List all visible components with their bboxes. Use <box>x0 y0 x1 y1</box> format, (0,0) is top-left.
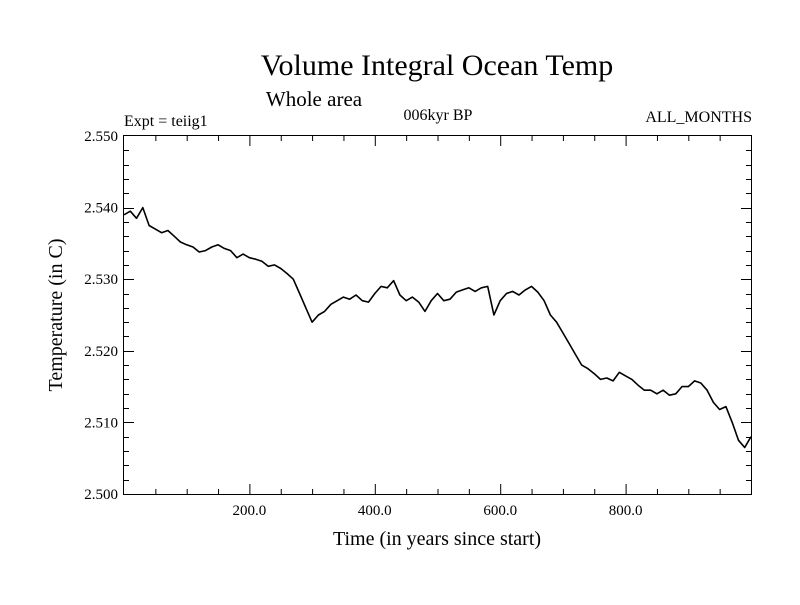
period-label: 006kyr BP <box>404 107 473 124</box>
temperature-series-line <box>123 206 752 449</box>
axis-ticks <box>124 136 751 494</box>
months-label: ALL_MONTHS <box>645 109 752 126</box>
y-tick-label: 2.520 <box>84 344 118 360</box>
chart-subtitle: Whole area <box>266 87 363 111</box>
y-axis-label: Temperature (in C) <box>45 239 67 392</box>
chart-title: Volume Integral Ocean Temp <box>261 49 614 82</box>
x-tick-label: 600.0 <box>483 503 517 519</box>
y-tick-label: 2.530 <box>84 272 118 288</box>
experiment-label: Expt = teiig1 <box>124 113 208 130</box>
series-layer <box>123 206 752 449</box>
plot-frame <box>123 135 752 495</box>
y-tick-label: 2.510 <box>84 415 118 431</box>
x-tick-label: 800.0 <box>609 503 643 519</box>
x-axis-label: Time (in years since start) <box>333 528 541 550</box>
y-tick-label: 2.500 <box>84 487 118 503</box>
axis-tick-labels: 200.0 400.0 600.0 800.0 2.500 2.510 2.520 2.530… <box>84 129 642 519</box>
x-tick-label: 400.0 <box>358 503 392 519</box>
x-tick-label: 200.0 <box>233 503 267 519</box>
y-tick-label: 2.550 <box>84 129 118 145</box>
y-tick-label: 2.540 <box>84 201 118 217</box>
